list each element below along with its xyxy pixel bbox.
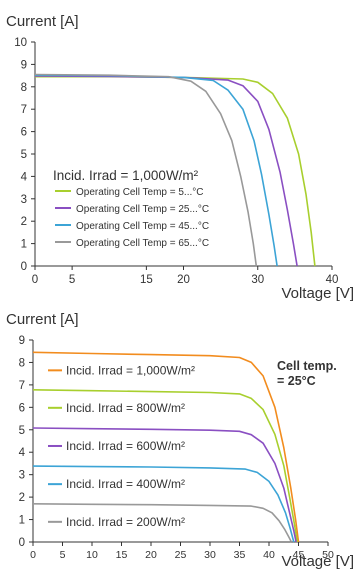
chart2-x-tick-label: 30 xyxy=(204,549,216,561)
chart2-x-axis-title: Voltage [V] xyxy=(281,553,354,570)
chart1-y-tick-label: 3 xyxy=(21,194,27,206)
chart2-x-tick-label: 40 xyxy=(263,549,275,561)
chart2-series-line-3 xyxy=(32,427,297,543)
chart2-series-label-3: Incid. Irrad = 600W/m² xyxy=(66,439,185,453)
chart1-legend-label-3: Operating Cell Temp = 45...°C xyxy=(76,221,209,232)
chart2-x-tick-label: 0 xyxy=(30,549,36,561)
chart2-x-tick-label: 25 xyxy=(175,549,187,561)
chart1-x-tick-label: 40 xyxy=(326,274,339,286)
chart1-series-line-4 xyxy=(34,73,258,267)
chart1-legend-label-2: Operating Cell Temp = 25...°C xyxy=(76,204,209,215)
chart-temperature: Current [A] 0 1 2 3 4 5 6 7 8 9 10 0 5 15 20 30 40 Volt… xyxy=(6,13,354,302)
chart2-y-tick-label: 6 xyxy=(19,402,25,414)
chart2-series-line-2 xyxy=(32,389,299,543)
chart1-y-tick-label: 1 xyxy=(21,239,27,251)
chart1-y-tick-label: 6 xyxy=(21,127,27,139)
chart1-y-tick-label: 10 xyxy=(14,37,27,49)
chart1-x-tick-label: 30 xyxy=(251,274,264,286)
chart1-x-tick-label: 20 xyxy=(177,274,190,286)
chart2-y-tick-label: 7 xyxy=(19,380,25,392)
chart2-series-line-1 xyxy=(32,351,300,543)
chart1-x-tick-label: 5 xyxy=(69,274,75,286)
chart1-y-tick-label: 4 xyxy=(21,171,28,183)
chart1-x-axis-title: Voltage [V] xyxy=(281,285,354,302)
chart1-y-tick-label: 7 xyxy=(21,104,27,116)
chart1-y-tick-label: 8 xyxy=(21,82,27,94)
chart2-y-tick-label: 0 xyxy=(19,537,25,549)
chart2-x-tick-label: 10 xyxy=(86,549,98,561)
chart2-series-label-1: Incid. Irrad = 1,000W/m² xyxy=(66,363,195,377)
chart2-series-line-5 xyxy=(32,503,293,543)
chart2-y-tick-label: 4 xyxy=(19,447,26,459)
chart2-y-tick-label: 3 xyxy=(19,470,25,482)
chart2-y-tick-label: 5 xyxy=(19,425,25,437)
chart2-y-tick-label: 1 xyxy=(19,515,25,527)
chart2-y-tick-label: 8 xyxy=(19,357,25,369)
chart1-y-tick-label: 0 xyxy=(21,261,27,273)
chart1-y-tick-label: 5 xyxy=(21,149,27,161)
chart1-y-axis-title: Current [A] xyxy=(6,13,79,30)
chart2-annotation-line2: = 25°C xyxy=(277,374,316,388)
chart2-x-tick-label: 15 xyxy=(116,549,128,561)
chart2-y-tick-label: 2 xyxy=(19,492,25,504)
chart2-series-label-5: Incid. Irrad = 200W/m² xyxy=(66,515,185,529)
chart2-x-tick-label: 35 xyxy=(234,549,246,561)
chart1-x-tick-label: 15 xyxy=(140,274,153,286)
chart2-x-tick-label: 5 xyxy=(60,549,66,561)
chart2-x-tick-label: 20 xyxy=(145,549,157,561)
chart2-series-label-4: Incid. Irrad = 400W/m² xyxy=(66,477,185,491)
chart2-series-label-2: Incid. Irrad = 800W/m² xyxy=(66,401,185,415)
chart1-y-tick-label: 9 xyxy=(21,59,27,71)
chart2-series-line-4 xyxy=(32,465,295,543)
chart1-legend-label-1: Operating Cell Temp = 5...°C xyxy=(76,187,204,198)
chart1-y-tick-label: 2 xyxy=(21,216,27,228)
chart2-annotation-line1: Cell temp. xyxy=(277,359,337,373)
chart2-x-tick-label: 50 xyxy=(322,549,334,561)
chart2-y-tick-label: 9 xyxy=(19,335,25,347)
chart2-x-tick-label: 45 xyxy=(293,549,305,561)
chart1-legend: Incid. Irrad = 1,000W/m² Operating Cell … xyxy=(53,168,209,249)
chart1-x-tick-label: 0 xyxy=(32,274,38,286)
chart1-legend-title: Incid. Irrad = 1,000W/m² xyxy=(53,168,199,183)
chart1-legend-label-4: Operating Cell Temp = 65...°C xyxy=(76,238,209,249)
chart2-y-axis-title: Current [A] xyxy=(6,311,79,328)
